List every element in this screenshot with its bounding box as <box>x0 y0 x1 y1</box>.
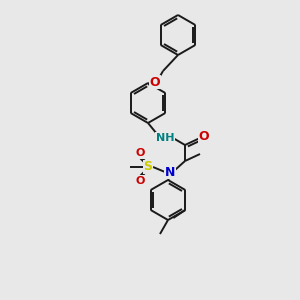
Text: S: S <box>143 160 152 173</box>
Text: NH: NH <box>156 133 174 143</box>
Text: N: N <box>165 166 175 178</box>
Text: O: O <box>135 176 145 186</box>
Text: O: O <box>135 148 145 158</box>
Text: O: O <box>199 130 209 143</box>
Text: O: O <box>150 76 160 88</box>
